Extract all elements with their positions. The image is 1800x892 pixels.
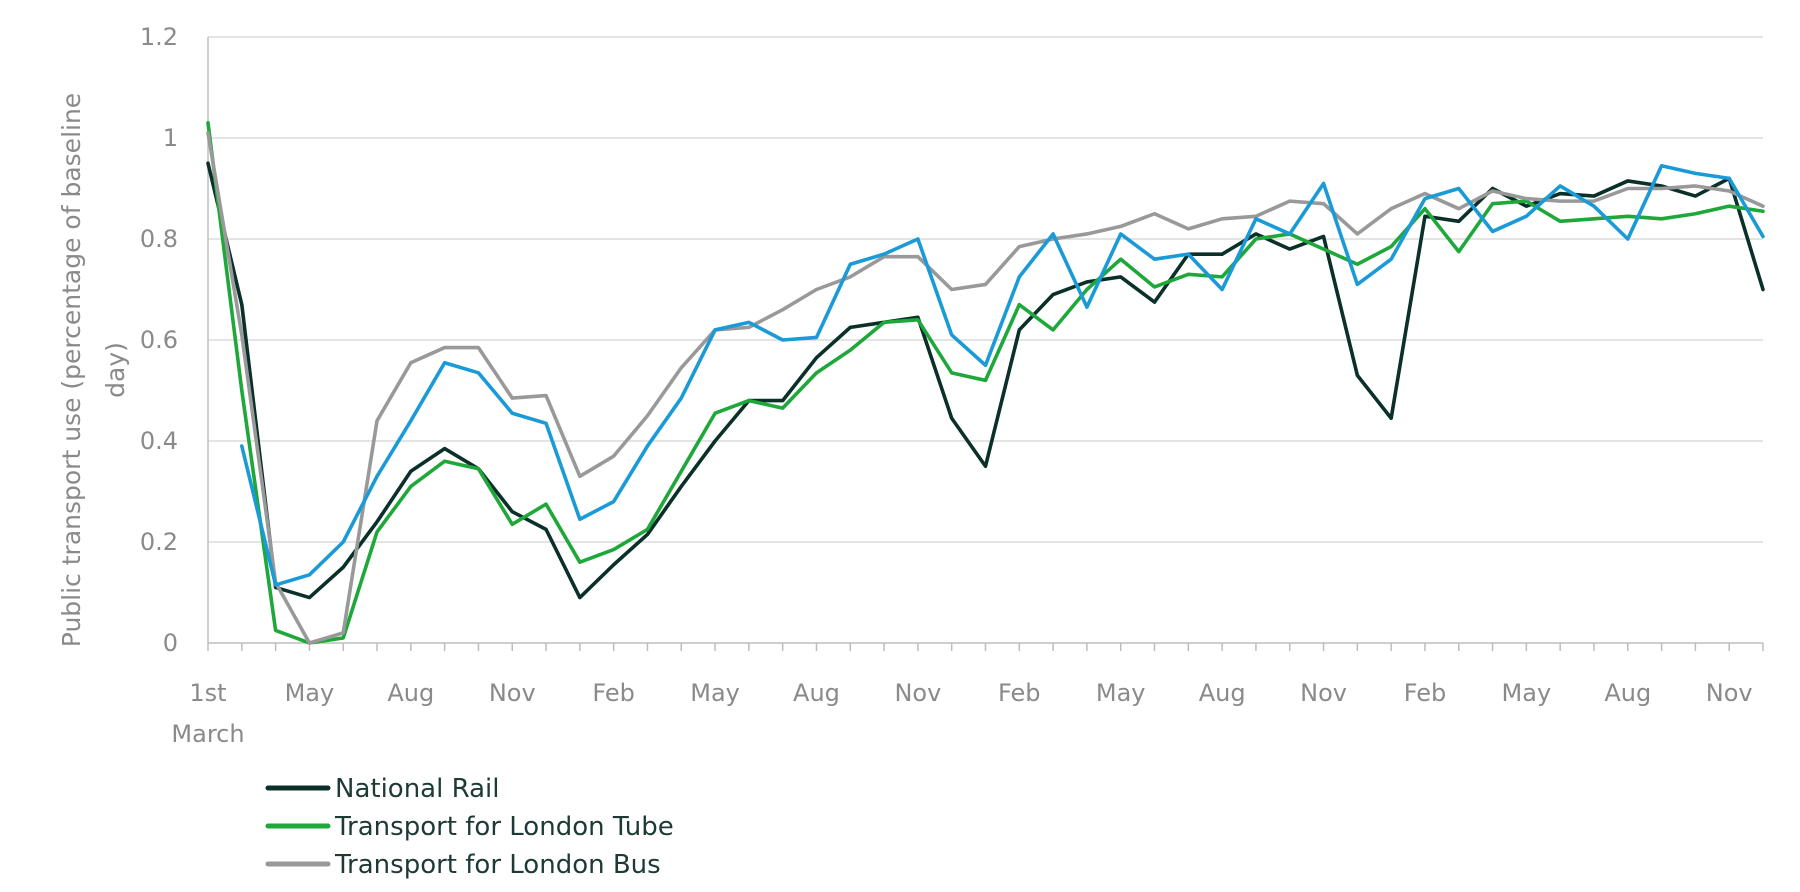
y-tick-label: 1 (163, 124, 178, 152)
x-tick-label: 1st (189, 679, 226, 707)
x-tick-label: Aug (1199, 679, 1246, 707)
y-tick-labels: 0 0.2 0.4 0.6 0.8 1 1.2 (140, 23, 178, 657)
x-tick-labels: 1st March May Aug Nov Feb May Aug Nov Feb May Aug No… (171, 679, 1752, 748)
y-tick-label: 0.4 (140, 427, 178, 455)
x-tick-label: May (1502, 679, 1552, 707)
x-tick-label: May (285, 679, 335, 707)
legend: National Rail Transport for London Tube Tr… (265, 774, 674, 880)
y-tick-label: 0.2 (140, 528, 178, 556)
x-tick-label: March (171, 720, 244, 748)
y-axis-title-group: Public transport use (percentage of base… (57, 93, 130, 647)
x-tick-label: May (690, 679, 740, 707)
legend-label: Transport for London Tube (334, 812, 674, 842)
x-tick-label: Nov (894, 679, 941, 707)
x-tick-label: May (1096, 679, 1146, 707)
series-line-unlabelled (240, 163, 1765, 587)
x-tick-label: Aug (387, 679, 434, 707)
x-tick-label: Nov (1706, 679, 1753, 707)
series-line-transport-for-london-bus (206, 131, 1765, 645)
x-tick-label: Aug (793, 679, 840, 707)
legend-label: National Rail (335, 774, 499, 804)
legend-label: Transport for London Bus (334, 850, 661, 880)
axes (207, 37, 1764, 651)
series-line-transport-for-london-tube (206, 121, 1765, 645)
y-axis-title-line: day) (101, 342, 130, 398)
series-lines (206, 121, 1765, 645)
y-tick-label: 0.6 (140, 326, 178, 354)
y-tick-label: 0 (163, 629, 178, 657)
x-tick-label: Nov (1300, 679, 1347, 707)
x-tick-label: Feb (998, 679, 1041, 707)
y-axis-title-line: Public transport use (percentage of base… (57, 93, 86, 647)
x-tick-label: Nov (489, 679, 536, 707)
y-axis-title: Public transport use (percentage of base… (57, 93, 130, 647)
y-tick-label: 1.2 (140, 23, 178, 51)
x-tick-label: Aug (1604, 679, 1651, 707)
y-tick-label: 0.8 (140, 225, 178, 253)
grid-lines (208, 36, 1763, 543)
x-tick-label: Feb (592, 679, 635, 707)
x-tick-label: Feb (1404, 679, 1447, 707)
